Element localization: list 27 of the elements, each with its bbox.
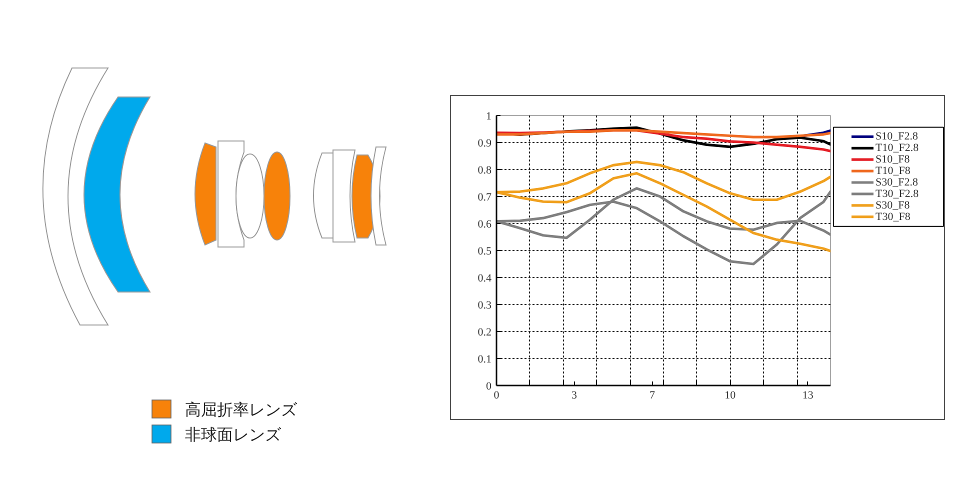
category-label: 非球面レンズ bbox=[185, 426, 282, 444]
y-tick-label: 0.8 bbox=[478, 164, 492, 176]
y-tick-label: 0.6 bbox=[478, 218, 492, 230]
y-tick-label: 0.1 bbox=[478, 354, 492, 366]
y-tick-label: 0 bbox=[486, 380, 492, 392]
legend-label: T30_F8 bbox=[876, 210, 911, 223]
y-tick-label: 0.3 bbox=[478, 300, 492, 312]
y-tick-label: 0.9 bbox=[478, 138, 492, 150]
legend-label: T30_F2.8 bbox=[876, 188, 920, 200]
legend-label: T10_F8 bbox=[876, 165, 911, 178]
x-tick-label: 3 bbox=[572, 390, 578, 402]
legend-label: S10_F8 bbox=[876, 154, 910, 166]
legend-label: S10_F2.8 bbox=[876, 130, 918, 143]
line-series bbox=[496, 129, 830, 138]
category-label: 高屈折率レンズ bbox=[185, 401, 298, 419]
x-tick-label: 10 bbox=[724, 390, 736, 402]
y-tick-label: 0.5 bbox=[478, 246, 492, 258]
y-tick-label: 0.4 bbox=[478, 272, 492, 284]
y-tick-label: 1 bbox=[486, 110, 492, 122]
legend-label: T10_F2.8 bbox=[876, 142, 920, 154]
x-tick-label: 13 bbox=[802, 390, 814, 402]
y-tick-label: 0.7 bbox=[478, 192, 492, 204]
x-tick-label: 0 bbox=[494, 390, 500, 402]
y-tick-label: 0.2 bbox=[478, 326, 492, 338]
legend-label: S30_F2.8 bbox=[876, 176, 918, 188]
x-tick-label: 7 bbox=[650, 390, 656, 402]
legend-label: S30_F8 bbox=[876, 199, 910, 212]
